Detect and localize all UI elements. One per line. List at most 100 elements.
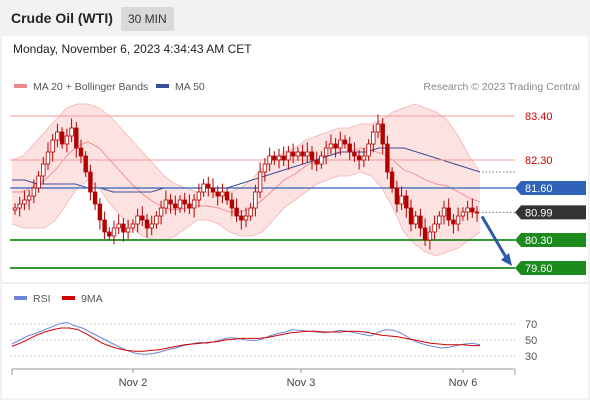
candle (182, 192, 187, 213)
candle (97, 198, 103, 230)
candle (257, 162, 263, 198)
candle (154, 211, 159, 229)
rsi-legend: RSI 9MA (14, 293, 103, 305)
rsi-ma-legend-label: 9MA (81, 293, 103, 305)
candle (224, 187, 230, 205)
candle (78, 139, 84, 164)
candle (69, 118, 74, 142)
candle (206, 176, 211, 197)
candle (290, 143, 296, 164)
candle (404, 190, 409, 218)
candle (234, 198, 239, 222)
candle (45, 142, 51, 170)
candle (215, 186, 220, 206)
candle (276, 148, 282, 169)
bollinger-layer (11, 103, 481, 257)
candle (31, 179, 37, 204)
forecast-arrow-head (501, 253, 512, 266)
candle (26, 190, 32, 210)
last-price-label: 80.99 (525, 207, 553, 219)
candle (465, 200, 470, 221)
candle (239, 210, 244, 230)
candle (107, 227, 112, 241)
bollinger-fill (12, 104, 480, 256)
candle (262, 158, 268, 182)
rsi-tick-label: 70 (525, 319, 537, 331)
candle (140, 206, 145, 226)
candle (385, 135, 390, 180)
candle (394, 180, 400, 213)
candle (125, 219, 131, 240)
x-tick-label: Nov 6 (449, 377, 478, 389)
candle (116, 214, 121, 234)
ma50-legend-swatch (156, 84, 169, 88)
candle (191, 194, 197, 218)
rsi-tick-label: 30 (525, 351, 537, 363)
candle (12, 203, 18, 215)
candle (177, 195, 183, 213)
arrow-layer (480, 215, 512, 266)
candle (196, 183, 202, 208)
x-axis: Nov 2 Nov 3 Nov 6 (11, 368, 516, 389)
bollinger-upper-line (11, 103, 481, 193)
resistance-label: 83.40 (525, 111, 553, 123)
candle (55, 123, 60, 148)
candle (243, 207, 249, 228)
candle (309, 146, 315, 170)
candle (361, 147, 367, 168)
candle (422, 218, 428, 246)
candle (229, 192, 235, 217)
main-legend: MA 20 + Bollinger Bands MA 50 Research ©… (14, 81, 580, 93)
candle (22, 190, 27, 210)
chart-header: Crude Oil (WTI) 30 MIN (0, 0, 590, 36)
candle (253, 184, 258, 217)
candle (50, 134, 55, 162)
candle (220, 183, 225, 204)
candle (74, 122, 79, 158)
candle (88, 164, 93, 201)
candle (451, 214, 456, 234)
pivot-label: 81.60 (525, 183, 553, 195)
candle (366, 139, 371, 161)
candle (130, 219, 136, 233)
candle (375, 114, 381, 138)
candle (305, 142, 310, 162)
candle (168, 194, 173, 214)
copyright-text: Research © 2023 Trading Central (423, 81, 580, 93)
support-label: 79.60 (525, 263, 553, 275)
candle (418, 208, 423, 237)
x-tick-label: Nov 2 (119, 377, 148, 389)
candle (64, 128, 70, 153)
candle (158, 200, 164, 225)
candle (441, 200, 447, 225)
support-badge (515, 233, 586, 247)
candle (59, 127, 65, 149)
chart-datetime: Monday, November 6, 2023 4:34:43 AM CET (13, 42, 252, 56)
candles-layer (12, 114, 480, 250)
timeframe-button[interactable]: 30 MIN (121, 7, 174, 31)
last-price-badge (515, 205, 586, 220)
candle (17, 196, 22, 217)
candle (474, 206, 480, 222)
support-badge (515, 261, 586, 275)
pivot-badge (515, 181, 586, 195)
candle (371, 124, 376, 153)
candle (248, 203, 253, 221)
rsi-legend-swatch (14, 296, 27, 300)
candle (286, 146, 291, 170)
candle (455, 207, 461, 232)
candle (408, 199, 414, 232)
candle (267, 147, 272, 172)
candle (352, 142, 357, 162)
candle (389, 167, 395, 193)
candle (356, 150, 362, 170)
candle (333, 138, 338, 158)
resistance-label: 82.30 (525, 155, 553, 167)
candle (460, 207, 466, 221)
candle (272, 151, 277, 165)
candle (338, 131, 343, 156)
bb-legend-label: MA 20 + Bollinger Bands (33, 81, 148, 93)
candle (446, 198, 451, 226)
